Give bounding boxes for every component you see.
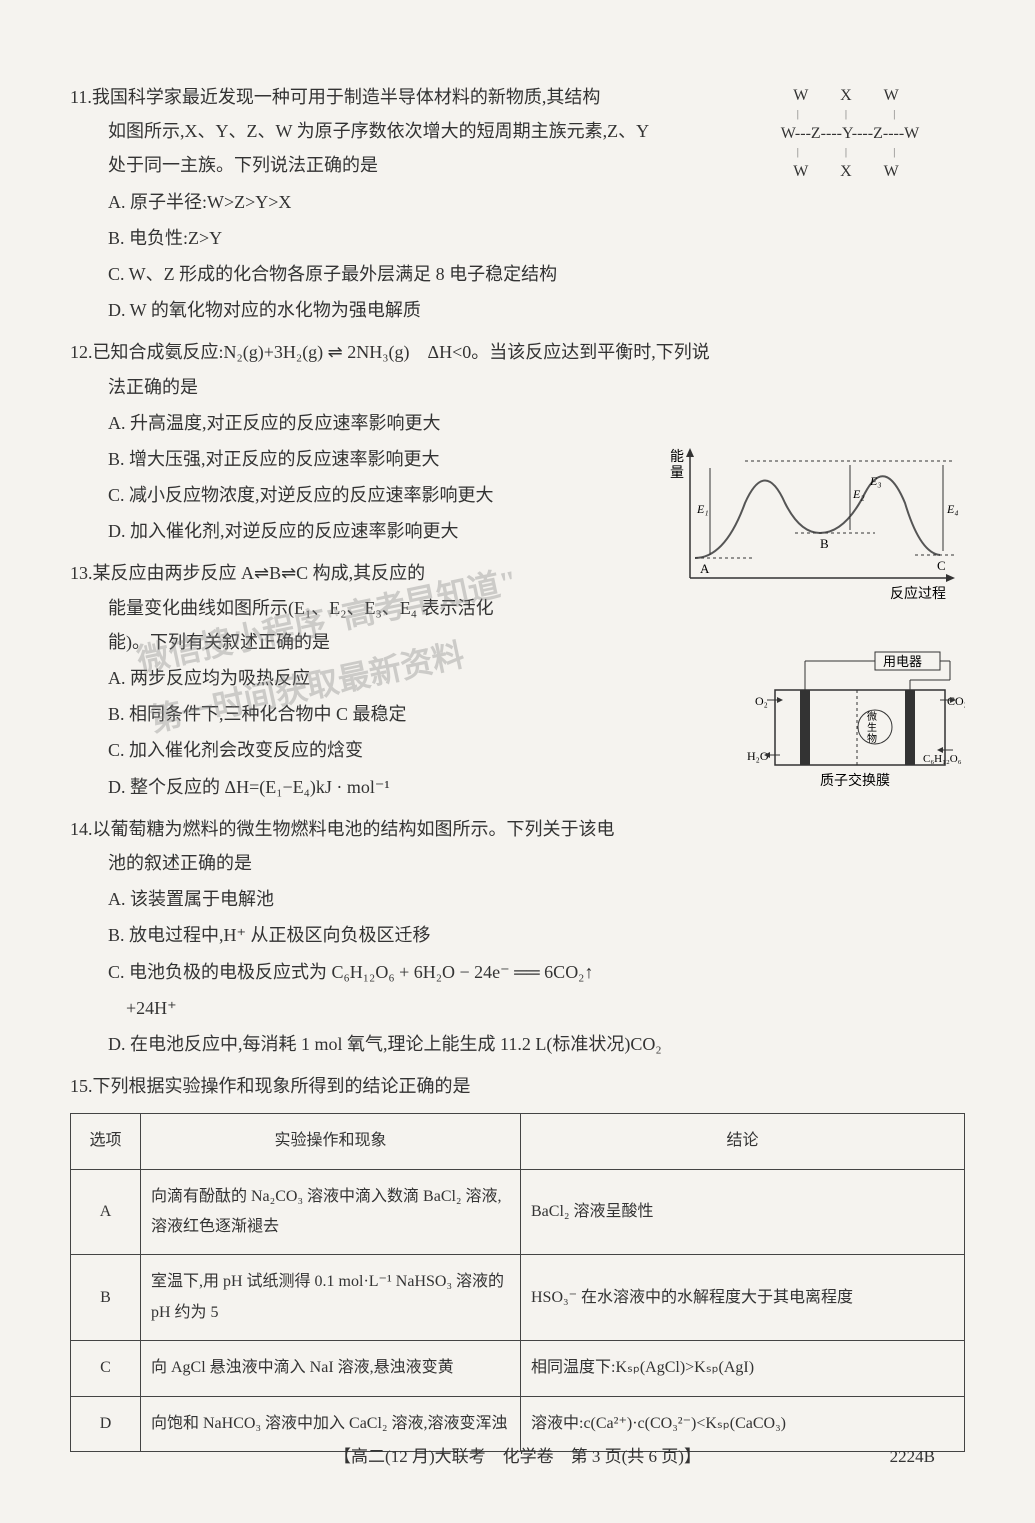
svg-text:C₆H₁₂O₆: C₆H₁₂O₆ [923,753,962,765]
svg-text:量: 量 [670,465,684,481]
q14-option-b: B. 放电过程中,H⁺ 从正极区向负极区迁移 [108,918,965,952]
q11-structure-diagram: W X W | | | W---Z----Y----Z----W | | | W… [735,85,965,183]
svg-text:E₂: E₂ [852,487,865,501]
q14-stem-2: 池的叙述正确的是 [70,846,650,880]
row-c-con: 相同温度下:Kₛₚ(AgCl)>Kₛₚ(AgI) [521,1341,965,1396]
q14-option-a: A. 该装置属于电解池 [108,882,965,916]
svg-text:E₄: E₄ [946,502,959,516]
q11-option-d: D. W 的氧化物对应的水化物为强电解质 [108,293,965,327]
q11-option-a: A. 原子半径:W>Z>Y>X [108,185,965,219]
q11-stem-2: 如图所示,X、Y、Z、W 为原子序数依次增大的短周期主族元素,Z、Y [70,114,668,148]
page-footer: 【高二(12 月)大联考 化学卷 第 3 页(共 6 页)】 [0,1441,1035,1473]
svg-text:E₁: E₁ [696,502,709,516]
svg-text:E₃: E₃ [869,474,882,488]
q14-option-c: C. 电池负极的电极反应式为 C₆H₁₂O₆ + 6H₂O − 24e⁻ ══ … [108,955,965,989]
question-14: 14. 以葡萄糖为燃料的微生物燃料电池的结构如图所示。下列关于该电 池的叙述正确… [70,812,965,1061]
table-header-conclusion: 结论 [521,1114,965,1169]
svg-text:反应过程: 反应过程 [890,585,946,602]
q11-option-c: C. W、Z 形成的化合物各原子最外层满足 8 电子稳定结构 [108,257,965,291]
question-15: 15. 下列根据实验操作和现象所得到的结论正确的是 选项 实验操作和现象 结论 … [70,1069,965,1452]
q11-option-b: B. 电负性:Z>Y [108,221,965,255]
q14-option-c2: +24H⁺ [108,991,965,1025]
q13-energy-diagram: 能 量 A B C E₁ E₂ E₃ E₄ 反应过程 [665,443,965,603]
q12-option-a: A. 升高温度,对正反应的反应速率影响更大 [108,406,965,440]
svg-text:微: 微 [867,710,877,723]
svg-text:B: B [820,536,829,551]
q13-number: 13. [70,556,93,590]
table-row: B 室温下,用 pH 试纸测得 0.1 mol·L⁻¹ NaHSO₃ 溶液的 p… [71,1255,965,1341]
svg-text:A: A [700,561,710,576]
q13-stem-3: 能)。下列有关叙述正确的是 [70,625,550,659]
q12-stem-2: 法正确的是 [70,370,965,404]
table-header-option: 选项 [71,1114,141,1169]
svg-text:用电器: 用电器 [883,654,922,669]
row-c-opt: C [71,1341,141,1396]
diagram-row-3: W X W [735,161,965,183]
svg-text:物: 物 [867,732,877,745]
table-row: A 向滴有酚酞的 Na₂CO₃ 溶液中滴入数滴 BaCl₂ 溶液,溶液红色逐渐褪… [71,1169,965,1255]
svg-text:生: 生 [867,721,877,734]
table-header-experiment: 实验操作和现象 [141,1114,521,1169]
row-a-exp: 向滴有酚酞的 Na₂CO₃ 溶液中滴入数滴 BaCl₂ 溶液,溶液红色逐渐褪去 [141,1169,521,1255]
row-b-con: HSO₃⁻ 在水溶液中的水解程度大于其电离程度 [521,1255,965,1341]
footer-text: 【高二(12 月)大联考 化学卷 第 3 页(共 6 页)】 [334,1447,701,1466]
row-b-opt: B [71,1255,141,1341]
row-b-exp: 室温下,用 pH 试纸测得 0.1 mol·L⁻¹ NaHSO₃ 溶液的 pH … [141,1255,521,1341]
q13-stem-2: 能量变化曲线如图所示(E₁、E₂、E₃、E₄ 表示活化 [70,591,550,625]
q14-cell-diagram: 用电器 O₂ H₂O CO₂ C₆H₁₂O₆ 微 生 物 质子交换膜 [745,650,965,800]
svg-text:能: 能 [670,449,684,465]
q15-stem: 下列根据实验操作和现象所得到的结论正确的是 [93,1069,966,1103]
row-a-opt: A [71,1169,141,1255]
svg-text:H₂O: H₂O [747,749,769,763]
table-row: C 向 AgCl 悬浊液中滴入 NaI 溶液,悬浊液变黄 相同温度下:Kₛₚ(A… [71,1341,965,1396]
q11-number: 11. [70,80,92,114]
q15-number: 15. [70,1069,93,1103]
footer-code: 2224B [890,1441,935,1473]
svg-text:质子交换膜: 质子交换膜 [820,772,890,789]
svg-text:CO₂: CO₂ [947,694,965,708]
q14-stem-1: 以葡萄糖为燃料的微生物燃料电池的结构如图所示。下列关于该电 [93,812,966,846]
row-c-exp: 向 AgCl 悬浊液中滴入 NaI 溶液,悬浊液变黄 [141,1341,521,1396]
q15-table: 选项 实验操作和现象 结论 A 向滴有酚酞的 Na₂CO₃ 溶液中滴入数滴 Ba… [70,1113,965,1452]
svg-text:O₂: O₂ [755,694,768,708]
diagram-row-1: W X W [735,85,965,107]
svg-text:C: C [937,558,946,573]
q12-stem-1: 已知合成氨反应:N₂(g)+3H₂(g) ⇌ 2NH₃(g) ΔH<0。当该反应… [93,335,966,369]
q12-number: 12. [70,335,93,369]
row-a-con: BaCl₂ 溶液呈酸性 [521,1169,965,1255]
q14-number: 14. [70,812,93,846]
diagram-row-2: W---Z----Y----Z----W [735,123,965,145]
q14-option-d: D. 在电池反应中,每消耗 1 mol 氧气,理论上能生成 11.2 L(标准状… [108,1027,965,1061]
